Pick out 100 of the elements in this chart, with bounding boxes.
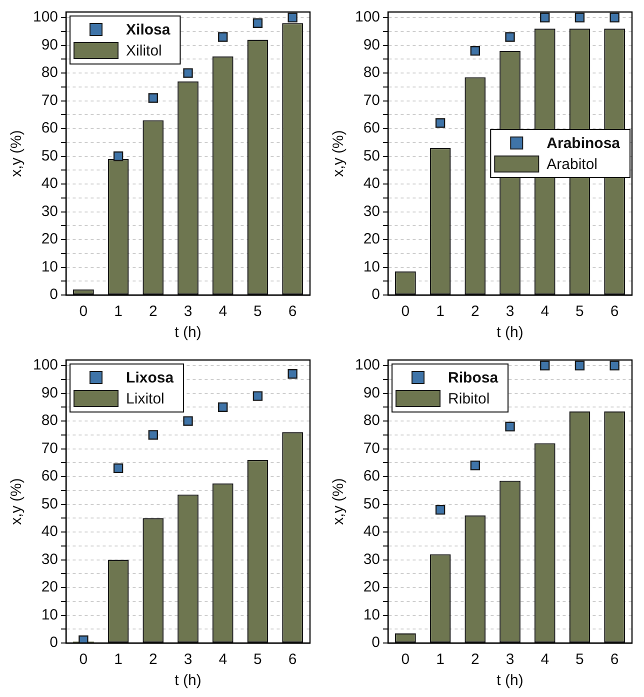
x-tick-label: 3 [184,651,192,668]
legend-label: Xilosa [126,22,171,39]
y-tick-label: 20 [41,578,58,596]
x-tick-label: 6 [288,303,297,320]
y-tick-label: 20 [363,578,380,596]
x-tick-label: 6 [288,651,297,668]
x-tick-label: 6 [610,303,619,320]
legend-label: Ribosa [448,370,499,387]
y-tick-label: 20 [363,230,380,248]
x-tick-label: 6 [610,651,619,668]
y-tick-label: 40 [41,175,58,192]
x-tick-label: 4 [218,651,228,668]
x-axis-title: t (h) [496,672,524,690]
point [78,635,88,643]
y-tick-label: 60 [41,468,58,485]
y-tick-label: 30 [41,202,58,220]
point [148,430,158,440]
y-tick-label: 50 [41,495,58,512]
x-axis-title: t (h) [174,324,202,342]
y-tick-label: 100 [354,356,380,374]
point [540,12,550,22]
x-axis-title: t (h) [174,672,202,690]
y-tick-label: 70 [363,92,380,109]
point [183,68,193,78]
legend-label: Lixosa [126,370,174,387]
x-tick-label: 3 [184,303,192,320]
legend-label: Arabinosa [546,135,621,152]
point [148,93,158,103]
y-tick-label: 0 [372,286,380,304]
x-axis-title: t (h) [496,324,524,342]
y-tick-label: 60 [363,120,380,137]
y-tick-label: 50 [363,147,380,164]
point [435,504,446,515]
x-tick-label: 2 [148,651,158,668]
y-axis-title: x,y (%) [8,130,26,177]
y-tick-label: 10 [41,606,58,624]
point [470,46,480,56]
x-tick-label: 5 [254,303,262,320]
y-tick-label: 60 [41,120,58,137]
y-tick-label: 50 [41,147,58,164]
point [505,422,515,432]
x-tick-label: 2 [148,303,158,320]
y-tick-label: 40 [363,523,380,540]
legend-label: Ribitol [448,390,490,408]
point [113,151,124,162]
point [252,391,263,401]
point [252,18,263,28]
point [218,402,228,412]
point [288,369,298,379]
y-tick-label: 0 [50,634,58,652]
y-tick-label: 10 [41,258,58,276]
y-tick-label: 70 [41,440,58,457]
y-tick-label: 0 [372,634,380,652]
x-tick-label: 0 [79,651,88,668]
point [540,360,550,370]
y-tick-label: 100 [32,8,58,26]
y-axis-title: x,y (%) [8,478,26,525]
point [435,118,446,128]
y-tick-label: 90 [363,384,380,402]
y-tick-label: 90 [41,36,58,54]
y-tick-label: 0 [50,286,58,304]
x-tick-label: 1 [114,303,122,320]
x-tick-label: 3 [506,303,514,320]
legend-label: Xilitol [126,42,162,60]
point [505,32,515,42]
y-tick-label: 80 [363,64,380,82]
point [288,12,298,22]
x-tick-label: 2 [470,303,480,320]
y-tick-label: 40 [41,523,58,540]
x-tick-label: 0 [401,303,410,320]
y-tick-label: 90 [41,384,58,402]
y-tick-label: 30 [363,550,380,568]
x-tick-label: 3 [506,651,514,668]
y-tick-label: 80 [41,64,58,82]
y-tick-label: 80 [41,412,58,430]
point [574,12,585,22]
y-tick-label: 10 [363,258,380,276]
point [574,360,585,370]
y-axis-title: x,y (%) [330,478,348,525]
x-tick-label: 0 [79,303,88,320]
y-tick-label: 70 [41,92,58,109]
x-tick-label: 1 [436,651,444,668]
x-tick-label: 1 [436,303,444,320]
x-tick-label: 4 [540,303,550,320]
point [113,463,124,474]
point [470,460,480,470]
y-tick-label: 30 [363,202,380,220]
y-tick-label: 90 [363,36,380,54]
x-tick-label: 2 [470,651,480,668]
y-tick-label: 30 [41,550,58,568]
x-tick-label: 1 [114,651,122,668]
y-tick-label: 80 [363,412,380,430]
point [610,360,620,370]
legend-label: Arabitol [546,156,598,174]
y-tick-label: 50 [363,495,380,512]
y-tick-label: 60 [363,468,380,485]
y-tick-label: 40 [363,175,380,192]
x-tick-label: 5 [576,303,584,320]
x-tick-label: 5 [576,651,584,668]
x-tick-label: 4 [540,651,550,668]
